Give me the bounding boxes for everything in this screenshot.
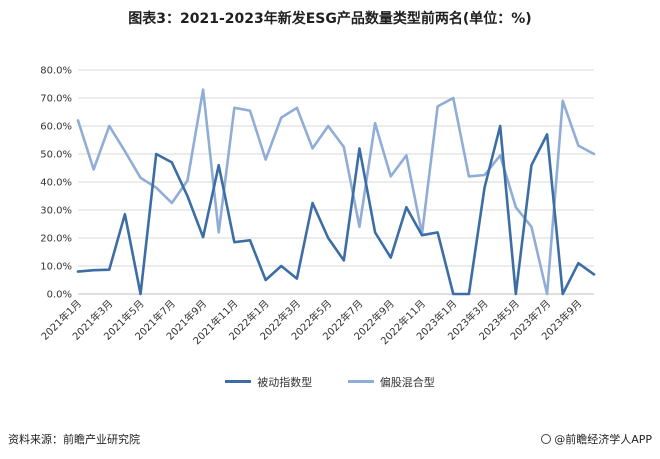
legend-swatch-passive: [225, 380, 252, 383]
y-tick-label: 10.0%: [40, 262, 72, 273]
legend-swatch-equity-mixed: [347, 380, 374, 383]
brand-credit: @前瞻经济学人APP: [541, 431, 652, 447]
y-tick-label: 70.0%: [40, 94, 72, 105]
y-tick-label: 60.0%: [40, 122, 72, 133]
source-note: 资料来源：前瞻产业研究院: [8, 433, 140, 446]
series-line-passive: [76, 124, 596, 296]
legend-item-passive[interactable]: 被动指数型: [225, 374, 312, 390]
chart-title: 图表3：2021-2023年新发ESG产品数量类型前两名(单位：%): [128, 11, 532, 27]
y-tick-label: 50.0%: [40, 150, 72, 161]
legend-label-equity-mixed: 偏股混合型: [379, 375, 435, 389]
series-line-equity-mixed: [76, 88, 596, 296]
brand-text: @前瞻经济学人APP: [554, 433, 652, 446]
legend-label-passive: 被动指数型: [257, 375, 313, 389]
y-axis-ticks: 0.0% 10.0% 20.0% 30.0% 40.0% 50.0% 60.0% 70.0% 8…: [40, 66, 72, 301]
y-tick-label: 30.0%: [40, 206, 72, 217]
y-tick-label: 20.0%: [40, 234, 72, 245]
series-lines: [76, 88, 596, 296]
x-axis-ticks: 2021年1月2021年3月2021年5月2021年7月2021年9月2021年…: [38, 297, 584, 347]
legend-item-equity-mixed[interactable]: 偏股混合型: [347, 374, 435, 390]
y-tick-label: 40.0%: [40, 178, 72, 189]
legend: 被动指数型 偏股混合型: [0, 373, 660, 390]
y-tick-label: 80.0%: [40, 66, 72, 77]
y-tick-label: 0.0%: [47, 290, 72, 301]
brand-logo-icon: [541, 434, 552, 444]
